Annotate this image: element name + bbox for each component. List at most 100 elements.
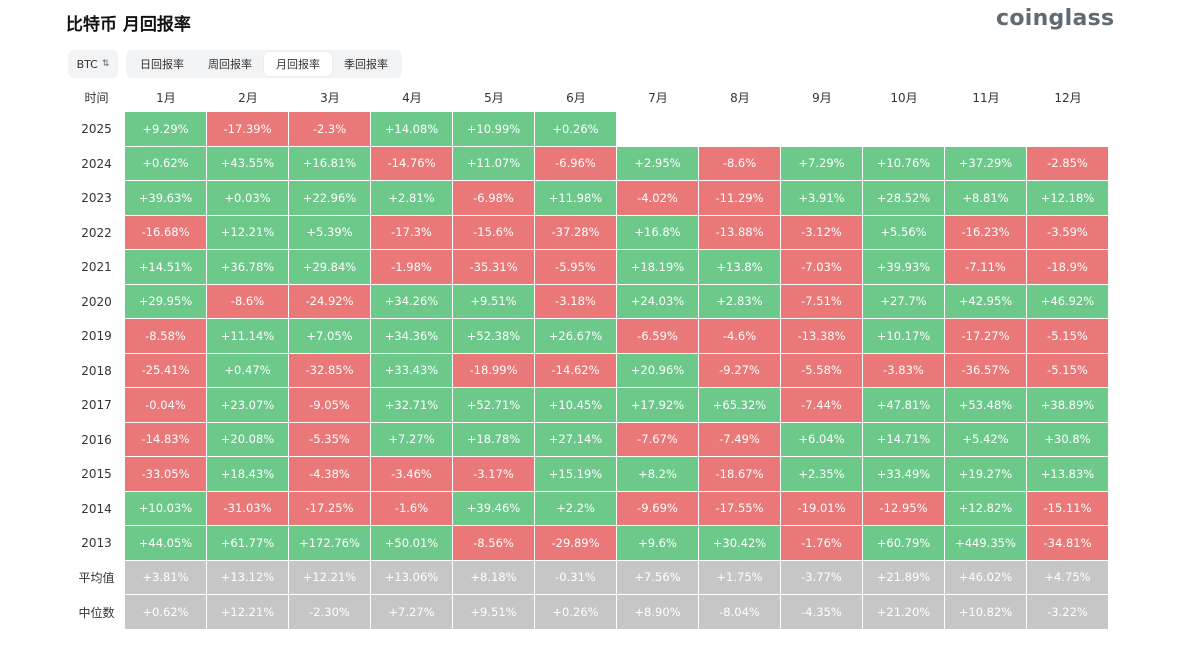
- stat-cell[interactable]: -2.30%: [289, 595, 371, 630]
- return-cell[interactable]: -4.38%: [289, 457, 371, 492]
- stat-cell[interactable]: +7.27%: [371, 595, 453, 630]
- return-cell[interactable]: +18.78%: [453, 422, 535, 457]
- stat-cell[interactable]: +13.12%: [207, 560, 289, 595]
- stat-cell[interactable]: +1.75%: [699, 560, 781, 595]
- return-cell[interactable]: +52.71%: [453, 388, 535, 423]
- return-cell[interactable]: -13.88%: [699, 215, 781, 250]
- return-cell[interactable]: -35.31%: [453, 250, 535, 285]
- return-cell[interactable]: +0.03%: [207, 181, 289, 216]
- return-cell[interactable]: +2.81%: [371, 181, 453, 216]
- return-cell[interactable]: +10.99%: [453, 112, 535, 147]
- return-cell[interactable]: +11.14%: [207, 319, 289, 354]
- return-cell[interactable]: +5.39%: [289, 215, 371, 250]
- return-cell[interactable]: -5.15%: [1027, 353, 1109, 388]
- return-cell[interactable]: +19.27%: [945, 457, 1027, 492]
- tab-weekly[interactable]: 周回报率: [208, 58, 252, 71]
- tab-daily[interactable]: 日回报率: [140, 58, 184, 71]
- return-cell[interactable]: +10.76%: [863, 146, 945, 181]
- stat-cell[interactable]: +7.56%: [617, 560, 699, 595]
- return-cell[interactable]: -15.6%: [453, 215, 535, 250]
- return-cell[interactable]: +2.35%: [781, 457, 863, 492]
- return-cell[interactable]: -0.04%: [125, 388, 207, 423]
- return-cell[interactable]: -18.99%: [453, 353, 535, 388]
- return-cell[interactable]: -36.57%: [945, 353, 1027, 388]
- return-cell[interactable]: -3.12%: [781, 215, 863, 250]
- return-cell[interactable]: -29.89%: [535, 526, 617, 561]
- asset-select[interactable]: BTC ⇅: [68, 50, 118, 78]
- return-cell[interactable]: -5.15%: [1027, 319, 1109, 354]
- return-cell[interactable]: +37.29%: [945, 146, 1027, 181]
- return-cell[interactable]: +5.56%: [863, 215, 945, 250]
- return-cell[interactable]: -19.01%: [781, 491, 863, 526]
- return-cell[interactable]: +16.8%: [617, 215, 699, 250]
- return-cell[interactable]: +11.07%: [453, 146, 535, 181]
- return-cell[interactable]: -8.6%: [207, 284, 289, 319]
- return-cell[interactable]: -34.81%: [1027, 526, 1109, 561]
- return-cell[interactable]: -31.03%: [207, 491, 289, 526]
- return-cell[interactable]: +12.21%: [207, 215, 289, 250]
- return-cell[interactable]: -17.25%: [289, 491, 371, 526]
- return-cell[interactable]: +10.03%: [125, 491, 207, 526]
- return-cell[interactable]: +0.62%: [125, 146, 207, 181]
- return-cell[interactable]: -9.05%: [289, 388, 371, 423]
- return-cell[interactable]: +33.49%: [863, 457, 945, 492]
- return-cell[interactable]: +14.71%: [863, 422, 945, 457]
- return-cell[interactable]: -32.85%: [289, 353, 371, 388]
- return-cell[interactable]: +15.19%: [535, 457, 617, 492]
- return-cell[interactable]: +3.91%: [781, 181, 863, 216]
- return-cell[interactable]: -5.95%: [535, 250, 617, 285]
- return-cell[interactable]: -16.23%: [945, 215, 1027, 250]
- return-cell[interactable]: +17.92%: [617, 388, 699, 423]
- return-cell[interactable]: +2.83%: [699, 284, 781, 319]
- return-cell[interactable]: +20.96%: [617, 353, 699, 388]
- return-cell[interactable]: +9.51%: [453, 284, 535, 319]
- return-cell[interactable]: -7.03%: [781, 250, 863, 285]
- stat-cell[interactable]: +10.82%: [945, 595, 1027, 630]
- return-cell[interactable]: +9.6%: [617, 526, 699, 561]
- return-cell[interactable]: -1.98%: [371, 250, 453, 285]
- return-cell[interactable]: +34.36%: [371, 319, 453, 354]
- return-cell[interactable]: -2.85%: [1027, 146, 1109, 181]
- return-cell[interactable]: +52.38%: [453, 319, 535, 354]
- return-cell[interactable]: +6.04%: [781, 422, 863, 457]
- return-cell[interactable]: -8.56%: [453, 526, 535, 561]
- return-cell[interactable]: +38.89%: [1027, 388, 1109, 423]
- return-cell[interactable]: +14.08%: [371, 112, 453, 147]
- return-cell[interactable]: -24.92%: [289, 284, 371, 319]
- return-cell[interactable]: +46.92%: [1027, 284, 1109, 319]
- return-cell[interactable]: +8.2%: [617, 457, 699, 492]
- return-cell[interactable]: -6.96%: [535, 146, 617, 181]
- return-cell[interactable]: -3.17%: [453, 457, 535, 492]
- return-cell[interactable]: -3.18%: [535, 284, 617, 319]
- return-cell[interactable]: -9.27%: [699, 353, 781, 388]
- return-cell[interactable]: +0.26%: [535, 112, 617, 147]
- return-cell[interactable]: +11.98%: [535, 181, 617, 216]
- return-cell[interactable]: +26.67%: [535, 319, 617, 354]
- return-cell[interactable]: -25.41%: [125, 353, 207, 388]
- return-cell[interactable]: +42.95%: [945, 284, 1027, 319]
- return-cell[interactable]: -1.76%: [781, 526, 863, 561]
- return-cell[interactable]: -16.68%: [125, 215, 207, 250]
- return-cell[interactable]: -3.83%: [863, 353, 945, 388]
- return-cell[interactable]: +13.83%: [1027, 457, 1109, 492]
- return-cell[interactable]: -1.6%: [371, 491, 453, 526]
- return-cell[interactable]: +29.84%: [289, 250, 371, 285]
- return-cell[interactable]: -11.29%: [699, 181, 781, 216]
- return-cell[interactable]: +7.27%: [371, 422, 453, 457]
- return-cell[interactable]: +8.81%: [945, 181, 1027, 216]
- return-cell[interactable]: +10.17%: [863, 319, 945, 354]
- return-cell[interactable]: -13.38%: [781, 319, 863, 354]
- stat-cell[interactable]: +8.18%: [453, 560, 535, 595]
- return-cell[interactable]: -17.39%: [207, 112, 289, 147]
- return-cell[interactable]: -37.28%: [535, 215, 617, 250]
- return-cell[interactable]: +12.82%: [945, 491, 1027, 526]
- return-cell[interactable]: -7.49%: [699, 422, 781, 457]
- return-cell[interactable]: -17.3%: [371, 215, 453, 250]
- return-cell[interactable]: +7.05%: [289, 319, 371, 354]
- return-cell[interactable]: +36.78%: [207, 250, 289, 285]
- stat-cell[interactable]: -8.04%: [699, 595, 781, 630]
- return-cell[interactable]: +28.52%: [863, 181, 945, 216]
- return-cell[interactable]: +14.51%: [125, 250, 207, 285]
- stat-cell[interactable]: +4.75%: [1027, 560, 1109, 595]
- return-cell[interactable]: -8.6%: [699, 146, 781, 181]
